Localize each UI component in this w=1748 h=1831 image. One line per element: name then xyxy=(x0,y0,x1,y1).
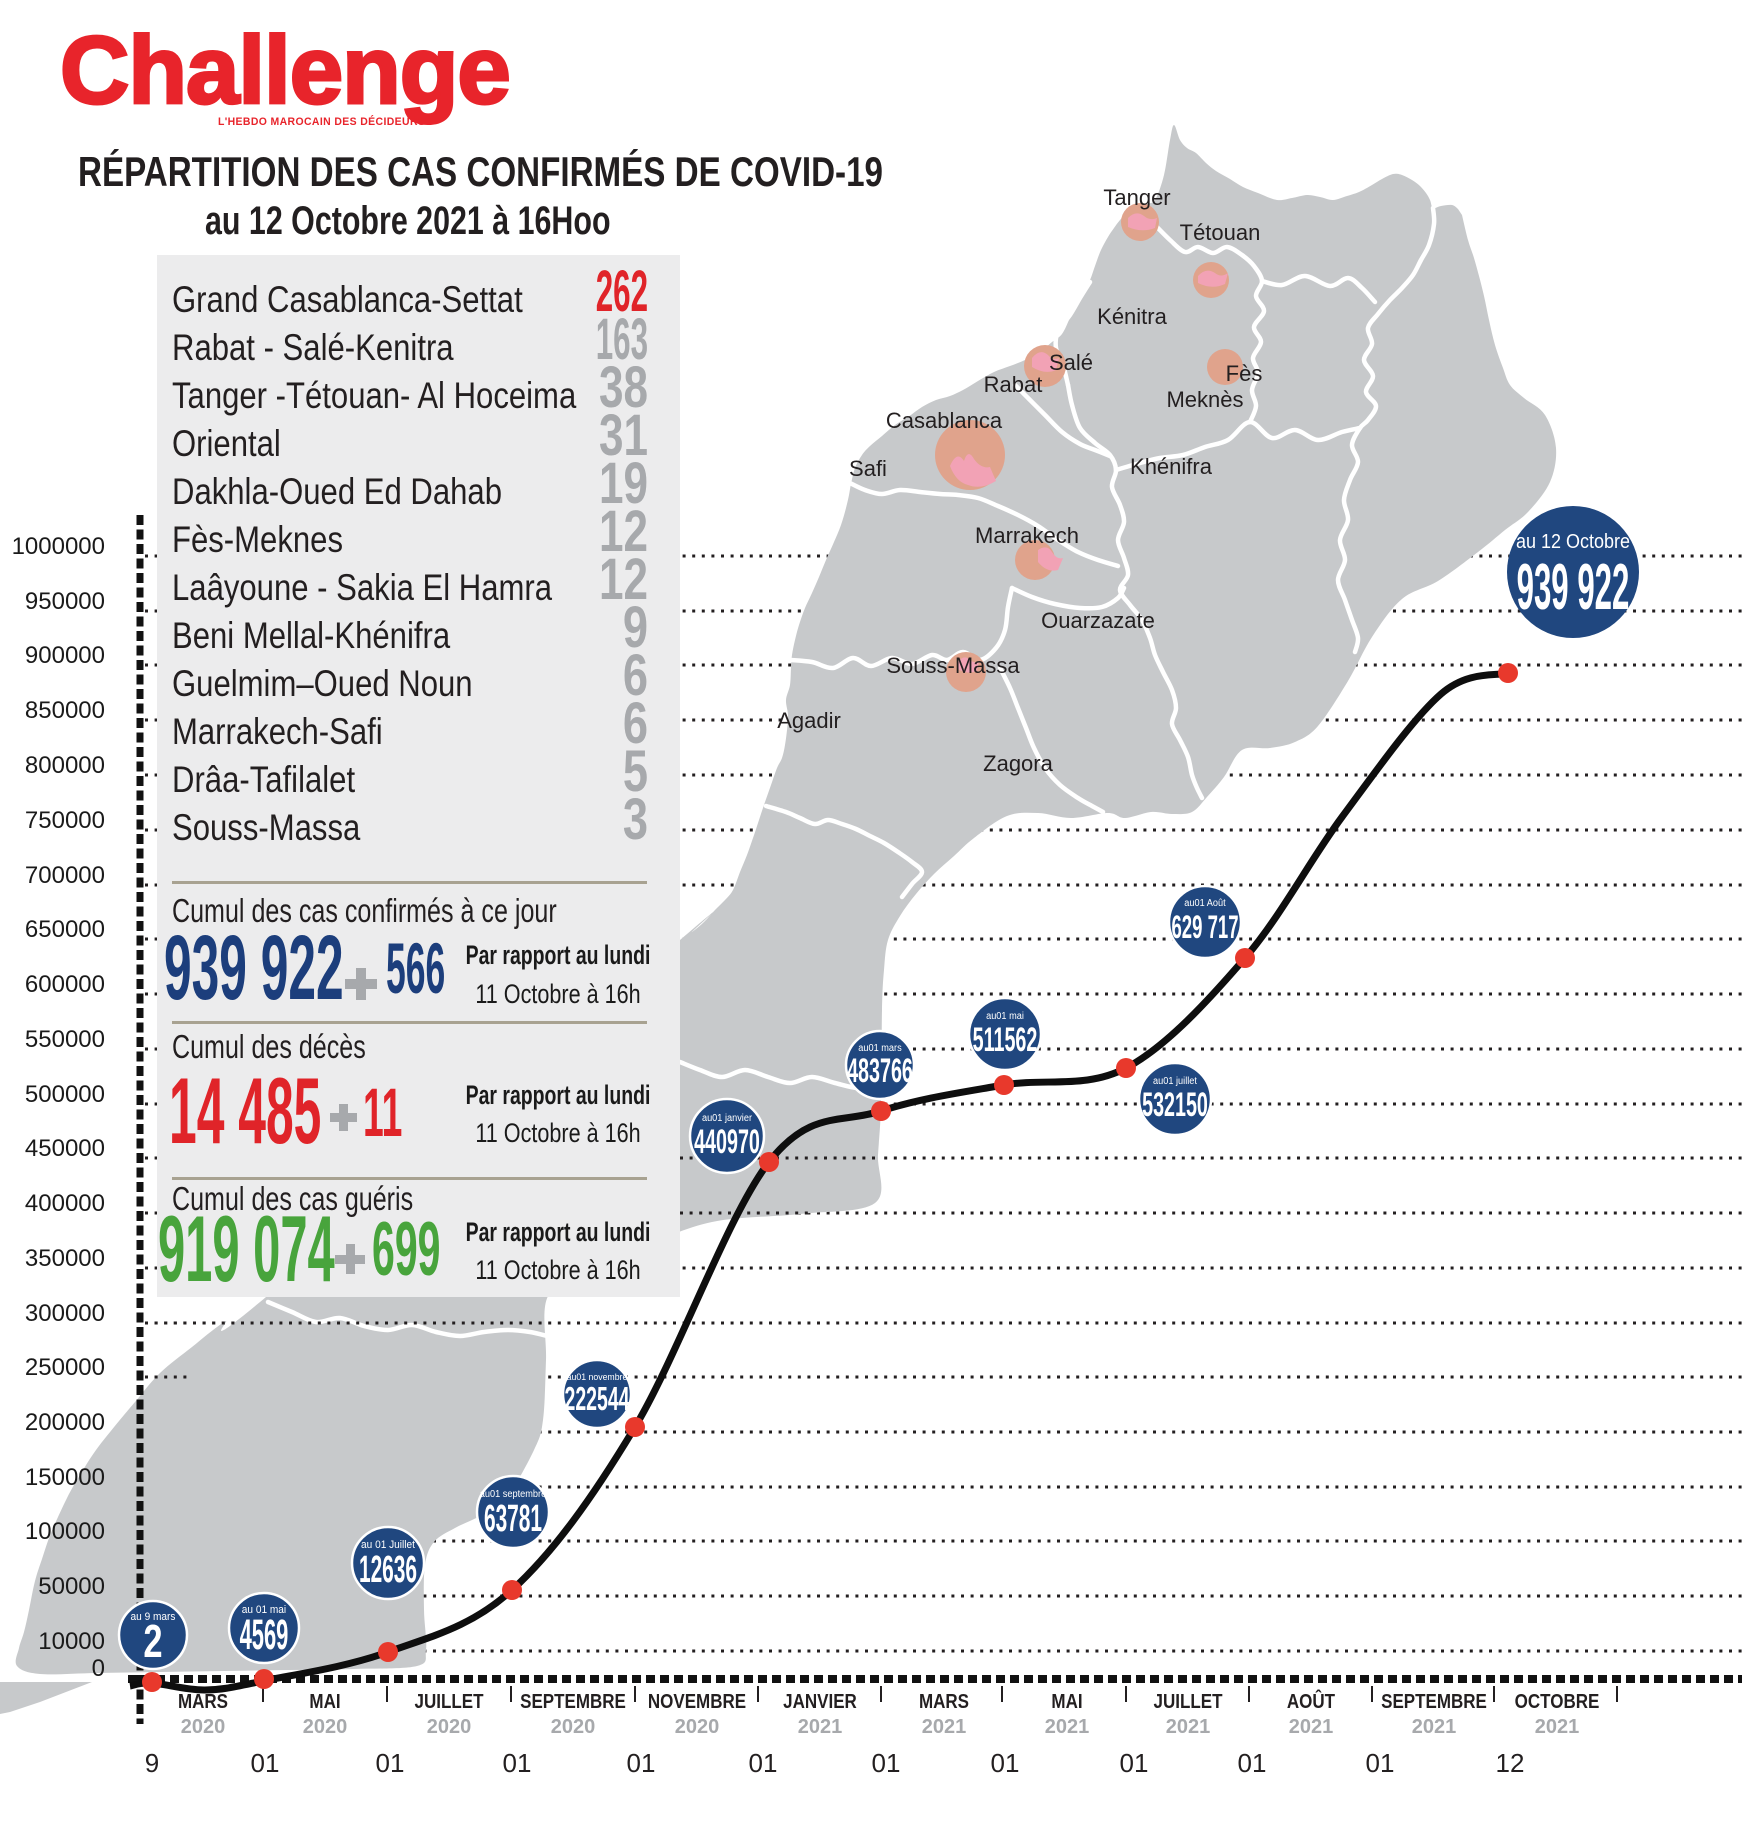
svg-text:au01 mai: au01 mai xyxy=(986,1011,1024,1022)
svg-text:532150: 532150 xyxy=(1142,1085,1208,1123)
svg-text:4569: 4569 xyxy=(240,1611,289,1659)
svg-text:au01 novembre: au01 novembre xyxy=(567,1372,628,1382)
svg-text:au01 Août: au01 Août xyxy=(1184,898,1226,909)
svg-text:au01 mars: au01 mars xyxy=(858,1043,902,1054)
svg-text:au 12 Octobre: au 12 Octobre xyxy=(1516,531,1630,553)
svg-text:629 717: 629 717 xyxy=(1171,909,1238,946)
svg-text:au 01 mai: au 01 mai xyxy=(242,1604,286,1616)
svg-text:511562: 511562 xyxy=(973,1020,1038,1058)
svg-text:au 01 Juillet: au 01 Juillet xyxy=(361,1539,415,1551)
svg-text:222544: 222544 xyxy=(565,1380,630,1418)
svg-text:483766: 483766 xyxy=(847,1051,913,1089)
svg-text:au 9 mars: au 9 mars xyxy=(131,1611,176,1623)
svg-text:63781: 63781 xyxy=(484,1498,542,1540)
svg-text:939 922: 939 922 xyxy=(1517,550,1630,623)
svg-text:au01 septembre: au01 septembre xyxy=(480,1489,546,1500)
svg-text:12636: 12636 xyxy=(359,1549,417,1591)
svg-text:2: 2 xyxy=(143,1615,162,1667)
svg-text:440970: 440970 xyxy=(694,1122,760,1160)
svg-text:au01 juillet: au01 juillet xyxy=(1153,1076,1197,1087)
svg-text:au01 janvier: au01 janvier xyxy=(702,1113,753,1124)
